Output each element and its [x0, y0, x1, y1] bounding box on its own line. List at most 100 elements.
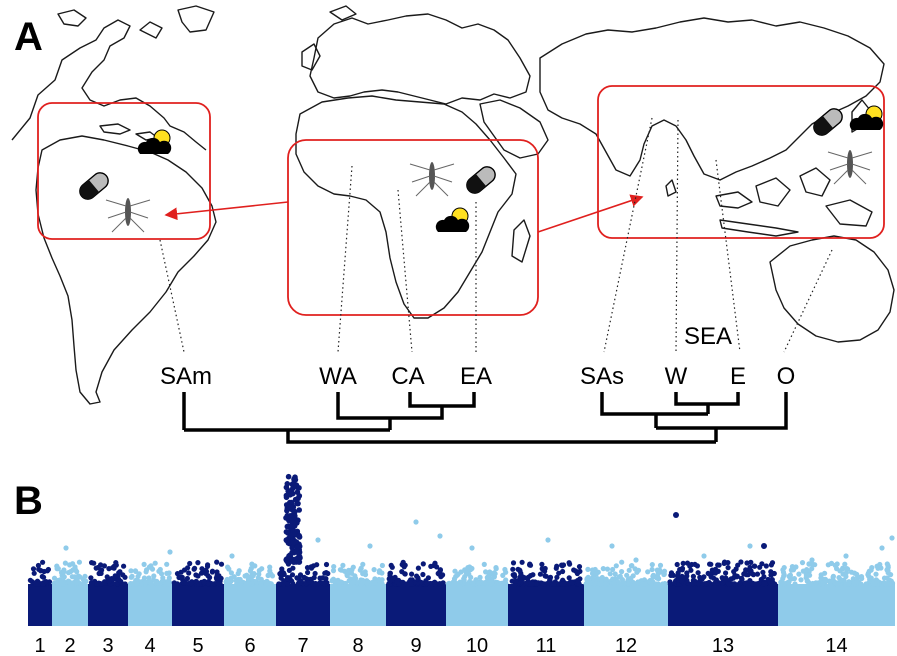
snp-point: [116, 570, 122, 576]
snp-point: [712, 570, 719, 576]
snp-point: [803, 572, 809, 578]
snp-point: [600, 566, 606, 572]
snp-point: [70, 561, 76, 567]
snp-point: [61, 569, 67, 575]
snp-point: [836, 575, 842, 581]
snp-point: [767, 578, 773, 584]
region-label-ea: EA: [460, 363, 492, 390]
snp-point: [209, 568, 216, 574]
chromosome-band: [778, 584, 895, 626]
snp-point: [523, 580, 529, 586]
snp-point-peak: [283, 492, 290, 499]
snp-point: [697, 574, 703, 580]
panel-a-label: A: [14, 15, 43, 59]
snp-point: [799, 560, 806, 566]
snp-point: [464, 581, 470, 587]
chromosome-label-3: 3: [102, 635, 113, 656]
snp-point: [38, 568, 44, 574]
snp-point: [695, 570, 701, 576]
snp-point: [762, 581, 768, 587]
snp-point: [674, 561, 680, 568]
snp-point: [362, 569, 368, 575]
snp-point: [704, 580, 710, 587]
snp-point: [800, 568, 806, 574]
australia-coast: [769, 235, 895, 343]
snp-point: [806, 581, 813, 587]
snp-point: [408, 580, 414, 587]
snp-point: [68, 569, 74, 575]
snp-point: [632, 566, 638, 572]
snp-point: [657, 569, 663, 575]
chromosome-label-2: 2: [64, 635, 75, 656]
cloud-sun-icon: [849, 105, 884, 130]
snp-point-outlier: [229, 553, 235, 559]
world-map: [11, 5, 895, 405]
europe-coast: [309, 13, 531, 105]
snp-point: [165, 580, 171, 586]
snp-point: [865, 572, 871, 578]
snp-point: [733, 566, 739, 572]
snp-point-peak: [290, 540, 297, 546]
snp-point: [885, 563, 891, 569]
snp-point: [711, 575, 717, 581]
chromosome-label-6: 6: [244, 635, 255, 656]
snp-point: [874, 578, 880, 584]
snp-point: [376, 578, 382, 584]
snp-point: [129, 581, 136, 587]
snp-point: [858, 581, 864, 587]
snp-point-peak: [283, 529, 290, 535]
snp-point: [112, 573, 118, 579]
snp-point: [576, 564, 583, 570]
snp-point: [184, 575, 190, 582]
snp-point: [60, 581, 66, 587]
snp-point: [88, 575, 94, 581]
region-label-sea-w: W: [665, 363, 688, 390]
snp-point: [39, 573, 45, 580]
snp-point: [723, 570, 729, 576]
snp-point: [463, 569, 469, 576]
snp-point: [846, 580, 852, 587]
snp-point: [420, 571, 426, 578]
snp-point: [305, 569, 311, 576]
snp-point: [312, 570, 318, 577]
snp-point: [626, 567, 632, 573]
snp-point: [760, 569, 766, 575]
snp-point-outlier: [315, 537, 321, 543]
mosquito-icon: [105, 198, 151, 233]
snp-point: [537, 571, 544, 577]
snp-point: [148, 581, 154, 587]
snp-point: [528, 573, 534, 579]
snp-point: [786, 573, 792, 580]
snp-point: [840, 571, 846, 577]
snp-point: [458, 569, 464, 575]
snp-point: [791, 576, 798, 582]
snp-point: [35, 562, 42, 569]
snp-point: [278, 575, 284, 581]
chromosome-band: [584, 584, 668, 626]
snp-point: [738, 559, 744, 565]
snp-point: [201, 580, 207, 586]
snp-point: [289, 578, 295, 584]
snp-point: [96, 570, 102, 577]
snp-point: [217, 581, 223, 587]
snp-point-peak: [296, 493, 303, 499]
snp-point: [323, 576, 329, 582]
snp-point: [310, 563, 317, 569]
snp-point-peak: [291, 508, 297, 514]
snp-point: [358, 565, 364, 571]
snp-point: [177, 574, 184, 580]
snp-point: [228, 570, 234, 576]
snp-point: [679, 578, 685, 584]
snp-point: [284, 581, 290, 587]
snp-point: [796, 571, 802, 577]
snp-point: [461, 577, 467, 583]
snp-point: [418, 579, 424, 586]
snp-point: [164, 570, 170, 577]
snp-point: [470, 580, 476, 586]
chromosome-label-12: 12: [615, 635, 637, 656]
snp-point: [141, 561, 147, 568]
chromosome-label-11: 11: [536, 635, 557, 656]
snp-point: [259, 566, 265, 572]
snp-point: [437, 567, 443, 574]
snp-point: [583, 581, 589, 587]
